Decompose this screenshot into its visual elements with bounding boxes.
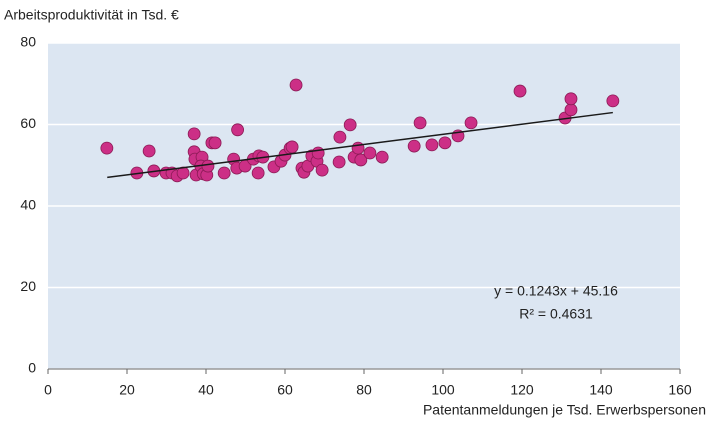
point: [354, 153, 368, 167]
point: [343, 118, 357, 132]
point: [375, 150, 389, 164]
point: [311, 146, 325, 160]
point: [187, 127, 201, 141]
point: [217, 166, 231, 180]
point: [231, 123, 245, 137]
point: [333, 130, 347, 144]
point: [564, 92, 578, 106]
y-tick-label: 20: [20, 278, 36, 294]
point: [208, 136, 222, 150]
x-axis-label: Patentanmeldungen je Tsd. Erwerbspersone…: [423, 402, 706, 418]
point: [289, 78, 303, 92]
y-tick-label: 60: [20, 115, 36, 131]
annotation: y = 0.1243x + 45.16: [494, 283, 618, 299]
point: [142, 144, 156, 158]
x-tick-label: 140: [589, 382, 613, 398]
y-axis-label: Arbeitsproduktivität in Tsd. €: [4, 7, 179, 23]
trendline: [107, 111, 613, 179]
annotation: R² = 0.4631: [519, 306, 593, 322]
point: [606, 94, 620, 108]
point: [564, 103, 578, 117]
point: [407, 139, 421, 153]
point: [315, 163, 329, 177]
x-tick-label: 0: [44, 382, 52, 398]
x-tick-label: 100: [431, 382, 455, 398]
point: [513, 84, 527, 98]
point: [363, 146, 377, 160]
x-tick-label: 60: [277, 382, 293, 398]
y-tick-label: 80: [20, 34, 36, 50]
point: [425, 138, 439, 152]
point: [438, 136, 452, 150]
point: [351, 141, 365, 155]
x-tick-label: 160: [668, 382, 692, 398]
x-tick-label: 40: [198, 382, 214, 398]
point: [413, 116, 427, 130]
point: [285, 140, 299, 154]
point: [332, 155, 346, 169]
point: [464, 116, 478, 130]
x-tick-label: 80: [356, 382, 372, 398]
y-tick-label: 40: [20, 197, 36, 213]
x-tick-label: 20: [119, 382, 135, 398]
y-tick-label: 0: [28, 360, 36, 376]
point: [201, 159, 215, 173]
point: [251, 166, 265, 180]
point: [100, 141, 114, 155]
x-tick-label: 120: [510, 382, 534, 398]
